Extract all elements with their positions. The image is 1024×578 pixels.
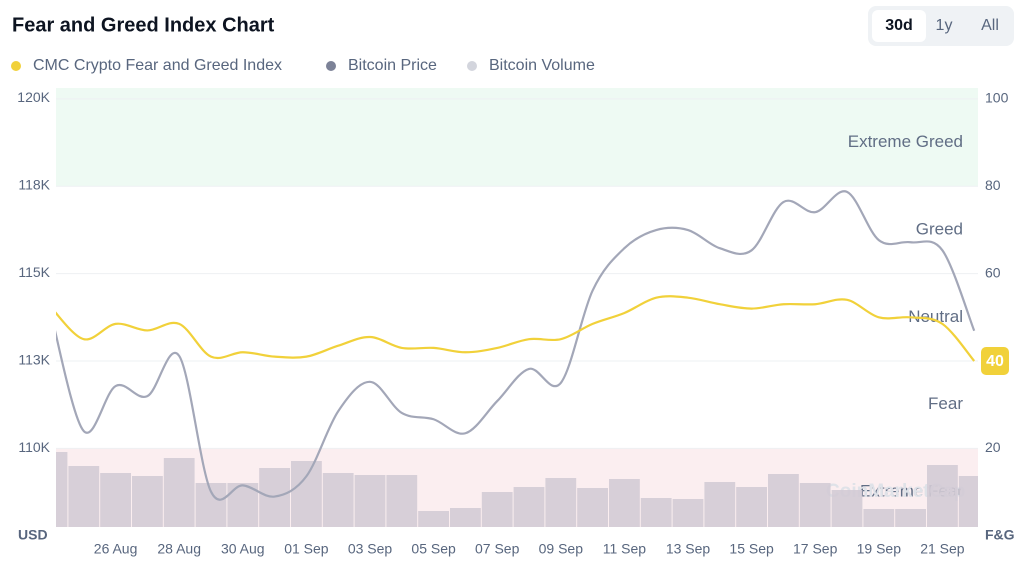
zone-label: Greed xyxy=(916,219,963,238)
zone-label: Fear xyxy=(928,394,963,413)
volume-bar xyxy=(418,511,449,527)
y2-tick-label: 100 xyxy=(985,90,1009,106)
x-tick-label: 07 Sep xyxy=(475,541,520,557)
volume-bar xyxy=(481,492,513,527)
y-tick-label: 113K xyxy=(18,352,50,368)
volume-bar xyxy=(895,509,926,527)
zone-band xyxy=(56,88,978,187)
current-value-label: 40 xyxy=(986,353,1004,370)
volume-bar xyxy=(545,478,577,527)
x-tick-label: 13 Sep xyxy=(666,541,711,557)
volume-bar xyxy=(322,473,354,527)
y-tick-label: 110K xyxy=(18,439,50,455)
x-tick-label: 01 Sep xyxy=(284,541,329,557)
y-tick-label: 118K xyxy=(18,177,50,193)
x-tick-label: 19 Sep xyxy=(857,541,902,557)
zone-label: Neutral xyxy=(908,307,963,326)
legend-swatch xyxy=(11,61,21,71)
x-tick-label: 15 Sep xyxy=(729,541,774,557)
x-tick-label: 09 Sep xyxy=(539,541,584,557)
volume-bar xyxy=(68,466,100,527)
y2-tick-label: 60 xyxy=(985,264,1001,280)
y-tick-label: 115K xyxy=(18,264,50,280)
x-tick-label: 03 Sep xyxy=(348,541,393,557)
series-line xyxy=(56,295,976,362)
x-tick-label: 17 Sep xyxy=(793,541,838,557)
volume-bar xyxy=(163,458,195,527)
volume-bar xyxy=(577,488,608,527)
legend-swatch xyxy=(467,61,477,71)
volume-bar xyxy=(100,473,131,527)
y-axis-label: USD xyxy=(18,527,48,543)
volume-bar xyxy=(672,499,704,527)
volume-bar xyxy=(736,487,767,527)
y2-axis-label: F&G xyxy=(985,527,1015,543)
x-tick-label: 30 Aug xyxy=(221,541,265,557)
volume-bar xyxy=(609,479,640,527)
x-tick-label: 05 Sep xyxy=(411,541,456,557)
volume-bar xyxy=(831,490,863,527)
x-tick-label: 11 Sep xyxy=(603,541,647,557)
range-button-label[interactable]: 30d xyxy=(885,17,913,34)
legend-swatch xyxy=(326,61,336,71)
plot: CoinMarketCap xyxy=(56,190,978,527)
zone-label: Extreme Greed xyxy=(848,132,963,151)
legend-label: CMC Crypto Fear and Greed Index xyxy=(33,57,282,74)
volume-bar xyxy=(450,508,481,527)
volume-bar xyxy=(513,487,545,527)
volume-bar xyxy=(354,475,386,527)
volume-bar xyxy=(927,465,958,527)
volume-bar xyxy=(386,475,418,527)
current-value-badge xyxy=(981,347,1009,376)
volume-bar xyxy=(132,476,163,527)
volume-bar xyxy=(799,483,831,527)
y2-tick-label: 80 xyxy=(985,177,1001,193)
range-button-label[interactable]: 1y xyxy=(936,17,953,34)
volume-bar xyxy=(863,509,895,527)
volume-bar xyxy=(958,476,978,527)
chart-title: Fear and Greed Index Chart xyxy=(12,14,275,36)
legend-label: Bitcoin Price xyxy=(348,57,437,74)
y2-tick-label: 20 xyxy=(985,439,1001,455)
volume-bar xyxy=(291,461,322,527)
legend-label: Bitcoin Volume xyxy=(489,57,595,74)
volume-bar xyxy=(640,498,672,527)
y-tick-label: 120K xyxy=(17,89,50,105)
series-line xyxy=(56,190,976,501)
volume-bar xyxy=(704,482,736,527)
volume-bar xyxy=(768,474,799,527)
range-button[interactable] xyxy=(872,10,926,42)
x-tick-label: 21 Sep xyxy=(920,541,965,557)
x-tick-label: 26 Aug xyxy=(94,541,138,557)
range-button-label[interactable]: All xyxy=(981,17,999,34)
x-tick-label: 28 Aug xyxy=(157,541,201,557)
volume-bar xyxy=(56,452,68,527)
